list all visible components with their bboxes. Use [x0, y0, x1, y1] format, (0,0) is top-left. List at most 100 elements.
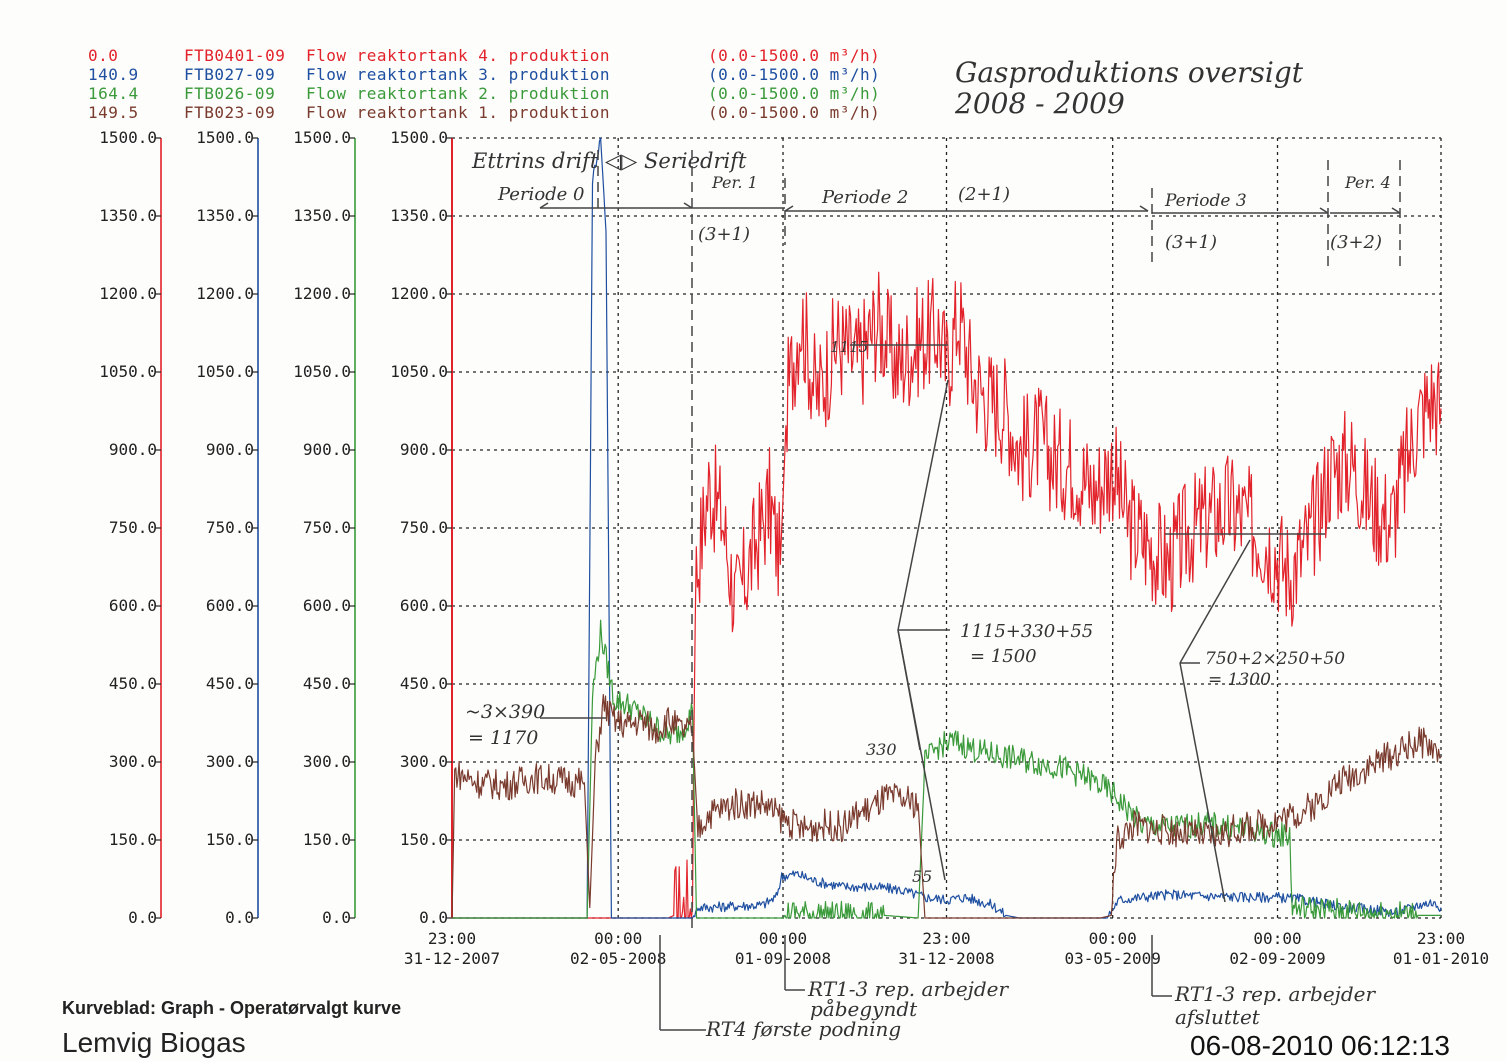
x-tick-date: 01-01-2010: [1393, 949, 1489, 968]
level-1115-note: 1115: [830, 338, 868, 356]
x-tick-time: 23:00: [922, 929, 970, 948]
y-tick-label: 450.0: [206, 674, 254, 693]
y-tick-label: 1500.0: [293, 128, 351, 147]
print-timestamp: 06-08-2010 06:12:13: [1190, 1030, 1450, 1061]
y-tick-label: 750.0: [109, 518, 157, 537]
periode3-label: Periode 3: [1164, 191, 1247, 211]
note-line: [784, 205, 794, 212]
y-tick-label: 150.0: [400, 830, 448, 849]
y-tick-label: 1350.0: [390, 206, 448, 225]
legend-value: 140.9: [88, 65, 139, 84]
periode0-label: Periode 0: [497, 184, 585, 205]
legend-value: 0.0: [88, 46, 119, 65]
sum-p2-note: 1115+330+55: [960, 621, 1093, 642]
sum-p3-note: 750+2×250+50: [1205, 649, 1345, 669]
early-note: ~3×390: [465, 701, 545, 723]
y-tick-label: 1200.0: [293, 284, 351, 303]
per4-label: Per. 4: [1344, 173, 1391, 192]
x-tick-time: 23:00: [428, 929, 476, 948]
y-tick-label: 150.0: [109, 830, 157, 849]
per4-config: (3+2): [1330, 232, 1382, 253]
note-line: [1179, 662, 1226, 903]
legend-value: 149.5: [88, 103, 139, 122]
y-tick-label: 450.0: [303, 674, 351, 693]
y-tick-label: 600.0: [400, 596, 448, 615]
y-tick-label: 600.0: [109, 596, 157, 615]
legend-range: (0.0-1500.0 m³/h): [708, 46, 881, 65]
y-tick-label: 1500.0: [99, 128, 157, 147]
legend-value: 164.4: [88, 84, 139, 103]
y-tick-label: 750.0: [303, 518, 351, 537]
y-tick-label: 600.0: [303, 596, 351, 615]
y-tick-label: 0.0: [128, 908, 157, 927]
y-tick-label: 0.0: [322, 908, 351, 927]
rt13-start-note: RT1-3 rep. arbejder: [807, 977, 1009, 1001]
legend-label: Flow reaktortank 4. produktion: [306, 46, 610, 65]
periode3-config: (3+1): [1165, 232, 1217, 253]
y-tick-label: 750.0: [206, 518, 254, 537]
mode-note: Ettrins drift ◁▷ Seriedrift: [471, 149, 747, 173]
early-sum-note: = 1170: [468, 727, 538, 749]
y-tick-label: 1050.0: [196, 362, 254, 381]
note-line: [1319, 207, 1329, 214]
periode2-config: (2+1): [958, 184, 1010, 205]
x-tick-time: 00:00: [759, 929, 807, 948]
x-tick-time: 00:00: [1253, 929, 1301, 948]
y-tick-label: 1050.0: [99, 362, 157, 381]
legend-tag: FTB0401-09: [184, 46, 286, 65]
legend-tag: FTB023-09: [184, 103, 276, 122]
y-tick-label: 900.0: [303, 440, 351, 459]
grid: [451, 137, 1442, 919]
series-line-4: [451, 694, 1442, 919]
legend-range: (0.0-1500.0 m³/h): [708, 65, 881, 84]
level-55-note: 55: [912, 867, 932, 886]
y-tick-label: 900.0: [400, 440, 448, 459]
rt13-end-note: RT1-3 rep. arbejder: [1174, 982, 1376, 1006]
y-tick-label: 1350.0: [293, 206, 351, 225]
x-tick-date: 31-12-2007: [404, 949, 500, 968]
y-tick-label: 750.0: [400, 518, 448, 537]
title-year-note: 2008 - 2009: [954, 87, 1125, 120]
y-tick-label: 1050.0: [390, 362, 448, 381]
note-line: [897, 379, 949, 631]
x-tick-date: 02-05-2008: [570, 949, 666, 968]
series-line-2: [452, 137, 1442, 919]
y-tick-label: 1500.0: [196, 128, 254, 147]
y-tick-label: 0.0: [225, 908, 254, 927]
x-tick-time: 00:00: [1089, 929, 1137, 948]
y-tick-label: 300.0: [400, 752, 448, 771]
y-tick-label: 1350.0: [196, 206, 254, 225]
legend-range: (0.0-1500.0 m³/h): [708, 84, 881, 103]
legend-range: (0.0-1500.0 m³/h): [708, 103, 881, 122]
legend-label: Flow reaktortank 3. produktion: [306, 65, 610, 84]
title-note: Gasproduktions oversigt: [955, 56, 1304, 89]
site-name: Lemvig Biogas: [62, 1027, 246, 1058]
periode2-label: Periode 2: [821, 187, 909, 208]
y-tick-label: 300.0: [303, 752, 351, 771]
y-tick-label: 1350.0: [99, 206, 157, 225]
y-tick-label: 900.0: [109, 440, 157, 459]
note-line: [1139, 205, 1149, 212]
y-tick-label: 1200.0: [390, 284, 448, 303]
rt13-end-note-2: afsluttet: [1175, 1005, 1261, 1029]
series-group: [451, 137, 1442, 919]
legend-label: Flow reaktortank 1. produktion: [306, 103, 610, 122]
per1-config: (3+1): [698, 224, 750, 245]
note-line: [1391, 207, 1401, 214]
kurveblad-label: Kurveblad: Graph - Operatørvalgt kurve: [62, 998, 402, 1018]
note-line: [683, 202, 693, 209]
note-line: [1179, 539, 1251, 664]
note-line: [897, 629, 946, 881]
y-tick-label: 150.0: [206, 830, 254, 849]
series-line-3: [452, 619, 1441, 919]
x-tick-date: 31-12-2008: [898, 949, 994, 968]
y-tick-label: 450.0: [400, 674, 448, 693]
legend-tag: FTB027-09: [184, 65, 276, 84]
legend-tag: FTB026-09: [184, 84, 276, 103]
sum-p2-total-note: = 1500: [970, 646, 1037, 667]
legend-label: Flow reaktortank 2. produktion: [306, 84, 610, 103]
y-tick-label: 300.0: [206, 752, 254, 771]
sum-p3-total-note: = 1300: [1208, 670, 1271, 690]
